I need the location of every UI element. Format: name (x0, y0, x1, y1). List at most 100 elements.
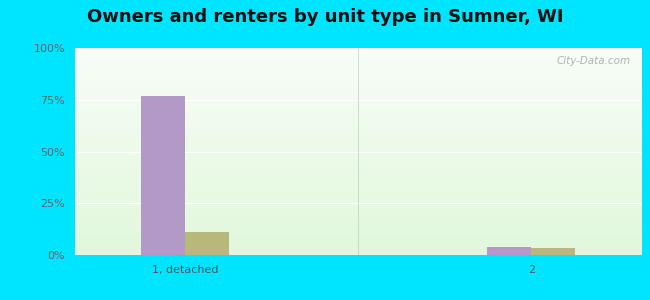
Bar (75, 222, 642, 223)
Bar (75, 144, 642, 145)
Bar (75, 193, 642, 194)
Bar (75, 203, 642, 204)
Bar (75, 195, 642, 196)
Bar (75, 149, 642, 151)
Bar (75, 163, 642, 164)
Bar (75, 62, 642, 64)
Bar (75, 162, 642, 163)
Bar (75, 254, 642, 255)
Bar (75, 253, 642, 254)
Bar (75, 120, 642, 122)
Bar (75, 184, 642, 186)
Bar (75, 224, 642, 225)
Bar (75, 244, 642, 245)
Bar (75, 157, 642, 158)
Bar (75, 242, 642, 243)
Bar (75, 61, 642, 62)
Bar (75, 159, 642, 160)
Bar (75, 51, 642, 52)
Bar (75, 131, 642, 132)
Bar (75, 97, 642, 98)
Bar (75, 118, 642, 119)
Bar (75, 138, 642, 139)
Bar (75, 237, 642, 238)
Bar (75, 129, 642, 130)
Bar (75, 133, 642, 134)
Bar (75, 55, 642, 56)
Bar (75, 245, 642, 246)
Bar (75, 87, 642, 88)
Bar (75, 142, 642, 143)
Bar (75, 167, 642, 168)
Bar (75, 77, 642, 78)
Bar (75, 181, 642, 182)
Bar (75, 158, 642, 159)
Bar (75, 248, 642, 249)
Bar (75, 217, 642, 218)
Bar (75, 56, 642, 57)
Bar (75, 126, 642, 127)
Bar (75, 250, 642, 251)
Bar (75, 115, 642, 116)
Bar (75, 188, 642, 189)
Bar (75, 176, 642, 177)
Bar (75, 141, 642, 142)
Bar (75, 140, 642, 141)
Bar (75, 113, 642, 114)
Bar (75, 234, 642, 235)
Bar (75, 208, 642, 209)
Bar (75, 223, 642, 224)
Bar (75, 52, 642, 53)
Bar (75, 99, 642, 100)
Bar (75, 105, 642, 106)
Bar (75, 116, 642, 117)
Bar (75, 220, 642, 221)
Bar (75, 204, 642, 205)
Bar (75, 214, 642, 216)
Bar (75, 67, 642, 68)
Bar (75, 72, 642, 73)
Bar (75, 75, 642, 76)
Bar (75, 84, 642, 85)
Bar (75, 178, 642, 179)
Bar (75, 238, 642, 239)
Bar (75, 182, 642, 184)
Bar (75, 169, 642, 170)
Bar (75, 186, 642, 187)
Bar (75, 74, 642, 75)
Bar (75, 85, 642, 86)
Bar (75, 71, 642, 72)
Bar (75, 170, 642, 171)
Bar (75, 246, 642, 247)
Bar (75, 92, 642, 94)
Bar (75, 173, 642, 174)
Bar (531, 248, 575, 255)
Bar (75, 139, 642, 140)
Bar (75, 207, 642, 208)
Bar (75, 221, 642, 222)
Bar (75, 64, 642, 66)
Bar (75, 104, 642, 105)
Bar (75, 53, 642, 54)
Bar (75, 50, 642, 51)
Bar (75, 151, 642, 152)
Bar (75, 58, 642, 59)
Bar (75, 197, 642, 198)
Bar (75, 206, 642, 207)
Bar (75, 239, 642, 241)
Bar (75, 132, 642, 133)
Bar (75, 107, 642, 108)
Bar (75, 108, 642, 109)
Bar (75, 130, 642, 131)
Bar (75, 102, 642, 103)
Bar (75, 194, 642, 195)
Bar (75, 148, 642, 149)
Bar (75, 235, 642, 236)
Bar (75, 161, 642, 162)
Bar (75, 213, 642, 214)
Bar (75, 106, 642, 107)
Bar (75, 136, 642, 137)
Bar (141, 96, 185, 255)
Bar (75, 227, 642, 228)
Bar (75, 112, 642, 113)
